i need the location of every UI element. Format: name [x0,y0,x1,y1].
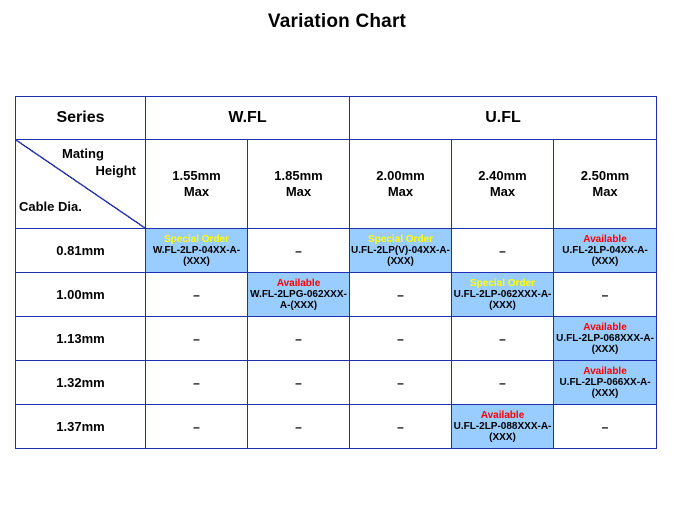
part-number: U.FL-2LP-088XXX-A-(XXX) [453,421,552,443]
part-cell: Available U.FL-2LP-068XXX-A-(XXX) [552,316,658,361]
part-cell: Available W.FL-2LPG-062XXX-A-(XXX) [247,272,350,317]
empty-cell: – [145,272,248,317]
empty-cell: – [247,228,350,273]
page-title: Variation Chart [267,11,407,32]
part-number: W.FL-2LPG-062XXX-A-(XXX) [250,289,347,311]
empty-cell: – [247,316,350,361]
status-special-order: Special Order [163,234,230,245]
table-row: 1.00mm – Available W.FL-2LPG-062XXX-A-(XX… [15,272,658,317]
empty-cell: – [247,404,350,449]
variation-table: Series W.FL U.FL Mating Height Cable Dia… [15,96,658,449]
cable-dia-cell: 1.37mm [15,404,146,449]
part-cell: Available U.FL-2LP-088XXX-A-(XXX) [451,404,554,449]
series-header: Series [15,96,146,140]
empty-cell: – [349,360,452,405]
cable-dia-cell: 0.81mm [15,228,146,273]
empty-cell: – [145,404,248,449]
part-number: U.FL-2LP-062XXX-A-(XXX) [453,289,552,311]
empty-cell: – [247,360,350,405]
height-header-4: 2.40mm Max [451,139,554,229]
height-header-3: 2.00mm Max [349,139,452,229]
wfl-header: W.FL [145,96,350,140]
diagonal-divider: Mating Height Cable Dia. [16,140,145,228]
part-cell: Special Order U.FL-2LP-062XXX-A-(XXX) [451,272,554,317]
table-row: 1.32mm – – – – Available U.FL-2LP-066XX-A… [15,360,658,405]
empty-cell: – [451,228,554,273]
part-number: U.FL-2LP-066XX-A-(XXX) [559,377,651,399]
cable-dia-label: Cable Dia. [19,199,82,214]
cable-dia-cell: 1.32mm [15,360,146,405]
status-special-order: Special Order [367,234,434,245]
status-available: Available [583,366,627,377]
status-available: Available [276,278,321,289]
ufl-header: U.FL [348,96,658,140]
height-label: Height [95,163,136,178]
empty-cell: – [349,272,452,317]
height-header-1: 1.55mm Max [145,139,248,229]
mating-label: Mating [62,146,104,161]
height-header-2: 1.85mm Max [247,139,350,229]
status-available: Available [583,234,627,245]
table-row: 1.37mm – – – Available U.FL-2LP-088XXX-A-… [15,404,658,449]
empty-cell: – [552,272,658,317]
empty-cell: – [451,316,554,361]
cable-dia-cell: 1.13mm [15,316,146,361]
empty-cell: – [145,360,248,405]
part-number: U.FL-2LP-068XXX-A-(XXX) [556,333,654,355]
part-number: W.FL-2LP-04XX-A-(XXX) [152,245,241,267]
empty-cell: – [451,360,554,405]
height-header-5: 2.50mm Max [552,139,658,229]
cable-dia-cell: 1.00mm [15,272,146,317]
status-available: Available [583,322,627,333]
part-number: U.FL-2LP(V)-04XX-A-(XXX) [351,245,450,267]
part-cell: Special Order W.FL-2LP-04XX-A-(XXX) [145,228,248,273]
table-row: 1.13mm – – – – Available U.FL-2LP-068XXX-… [15,316,658,361]
empty-cell: – [349,316,452,361]
part-cell: Available U.FL-2LP-066XX-A-(XXX) [552,360,658,405]
corner-cell: Mating Height Cable Dia. [15,139,146,229]
empty-cell: – [552,404,658,449]
status-available: Available [480,410,525,421]
part-cell: Special Order U.FL-2LP(V)-04XX-A-(XXX) [349,228,452,273]
empty-cell: – [349,404,452,449]
table-row: 0.81mm Special Order W.FL-2LP-04XX-A-(XXX… [15,228,658,273]
part-number: U.FL-2LP-04XX-A-(XXX) [562,245,648,267]
part-cell: Available U.FL-2LP-04XX-A-(XXX) [552,228,658,273]
empty-cell: – [145,316,248,361]
status-special-order: Special Order [469,278,536,289]
